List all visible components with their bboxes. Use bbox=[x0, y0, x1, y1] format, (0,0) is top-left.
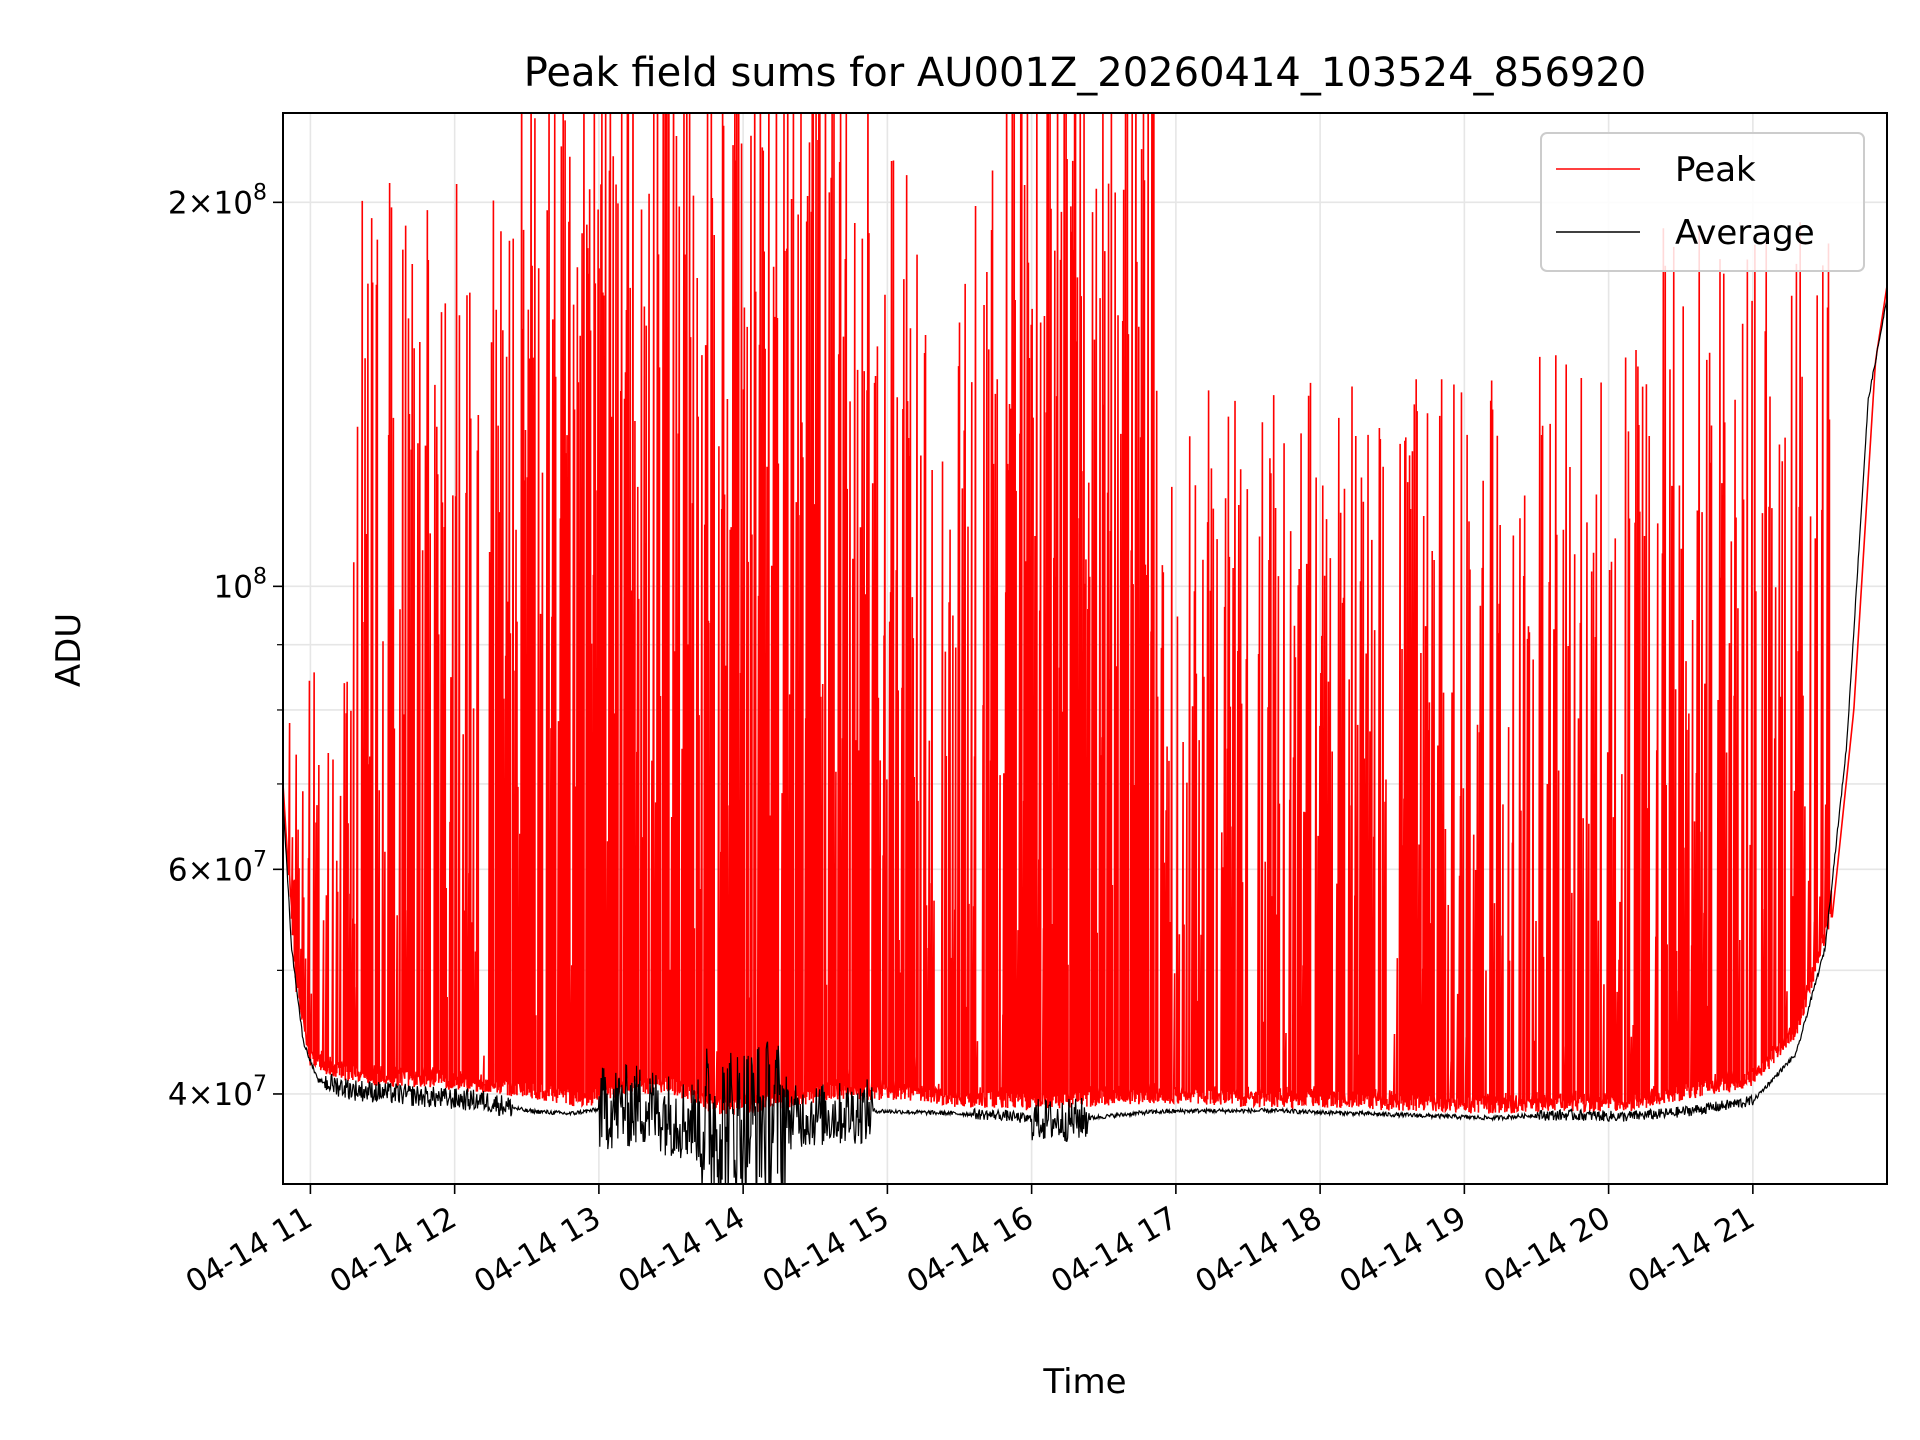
y-axis-label: ADU bbox=[49, 613, 89, 687]
series-line-peak bbox=[283, 113, 1887, 1115]
y-tick-label: 4×107 bbox=[168, 1072, 267, 1113]
series-layer bbox=[283, 113, 1887, 1184]
series-line-average bbox=[283, 298, 1887, 1184]
legend-label-average: Average bbox=[1675, 213, 1815, 253]
plot-frame bbox=[282, 112, 1888, 1185]
legend: Peak Average bbox=[1540, 132, 1865, 272]
legend-label-peak: Peak bbox=[1675, 150, 1756, 190]
legend-box bbox=[1540, 132, 1865, 272]
y-axis: 4×107 6×107 108 2×108 bbox=[168, 180, 283, 1113]
y-tick-label: 6×107 bbox=[168, 847, 267, 888]
y-tick-label: 2×108 bbox=[168, 180, 267, 221]
y-tick-label: 108 bbox=[214, 564, 267, 605]
x-axis-label: Time bbox=[1042, 1362, 1126, 1402]
chart-title: Peak field sums for AU001Z_20260414_1035… bbox=[524, 50, 1647, 96]
